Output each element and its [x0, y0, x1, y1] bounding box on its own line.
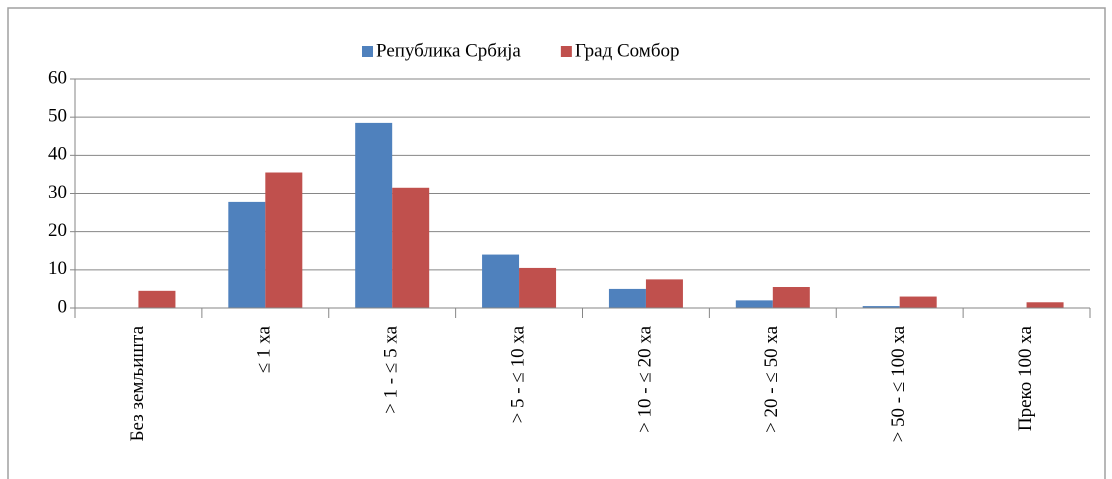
y-tick-label: 30 — [48, 182, 67, 203]
legend: Република Србија Град Сомбор — [362, 40, 680, 61]
bar — [608, 288, 646, 308]
x-tick-label: Преко 100 ха — [1015, 325, 1036, 431]
bar — [138, 290, 176, 308]
x-tick-label: > 1 - ≤ 5 ха — [381, 325, 402, 413]
y-tick-label: 20 — [48, 220, 67, 241]
x-tick-label: > 5 - ≤ 10 ха — [507, 325, 528, 423]
bar — [355, 122, 393, 309]
bar — [392, 187, 430, 308]
bar — [862, 306, 900, 308]
y-tick-label: 60 — [48, 67, 67, 88]
legend-swatch — [560, 46, 572, 57]
bar — [519, 267, 557, 308]
legend-swatch — [362, 46, 373, 57]
bar — [645, 279, 683, 308]
bar — [899, 296, 937, 308]
x-tick-label: ≤ 1 ха — [254, 325, 275, 373]
bar — [735, 300, 773, 308]
bar — [228, 201, 266, 308]
bar — [265, 172, 303, 308]
y-tick-label: 40 — [48, 144, 67, 165]
legend-label: Република Србија — [376, 40, 521, 61]
y-tick-label: 10 — [48, 258, 67, 279]
bar — [1026, 302, 1064, 308]
bar — [482, 254, 520, 308]
x-tick-label: Без земљишта — [127, 325, 148, 441]
x-tick-label: > 50 - ≤ 100 ха — [888, 325, 909, 442]
chart-frame — [7, 7, 1106, 479]
legend-label: Град Сомбор — [575, 40, 680, 61]
y-tick-label: 0 — [58, 296, 68, 317]
x-tick-label: > 10 - ≤ 20 ха — [634, 325, 655, 432]
y-tick-label: 50 — [48, 106, 67, 127]
bar — [772, 287, 810, 308]
x-tick-label: > 20 - ≤ 50 ха — [761, 325, 782, 432]
